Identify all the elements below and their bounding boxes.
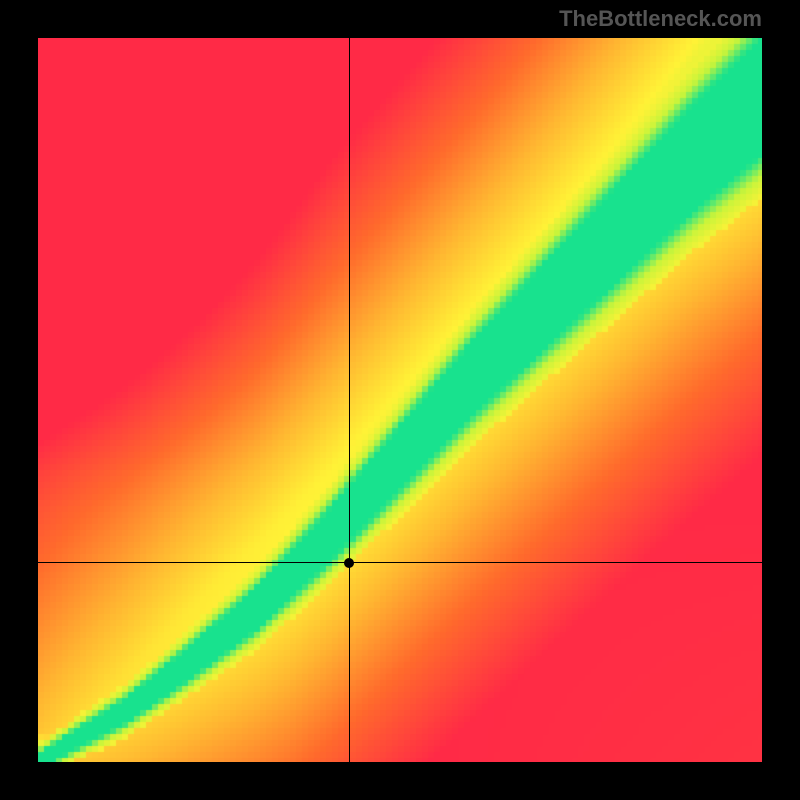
figure-root: TheBottleneck.com (0, 0, 800, 800)
crosshair-horizontal (38, 562, 762, 563)
watermark-text: TheBottleneck.com (559, 6, 762, 32)
crosshair-vertical (349, 38, 350, 762)
heatmap-plot (38, 38, 762, 762)
heatmap-canvas (38, 38, 762, 762)
crosshair-marker (344, 558, 354, 568)
